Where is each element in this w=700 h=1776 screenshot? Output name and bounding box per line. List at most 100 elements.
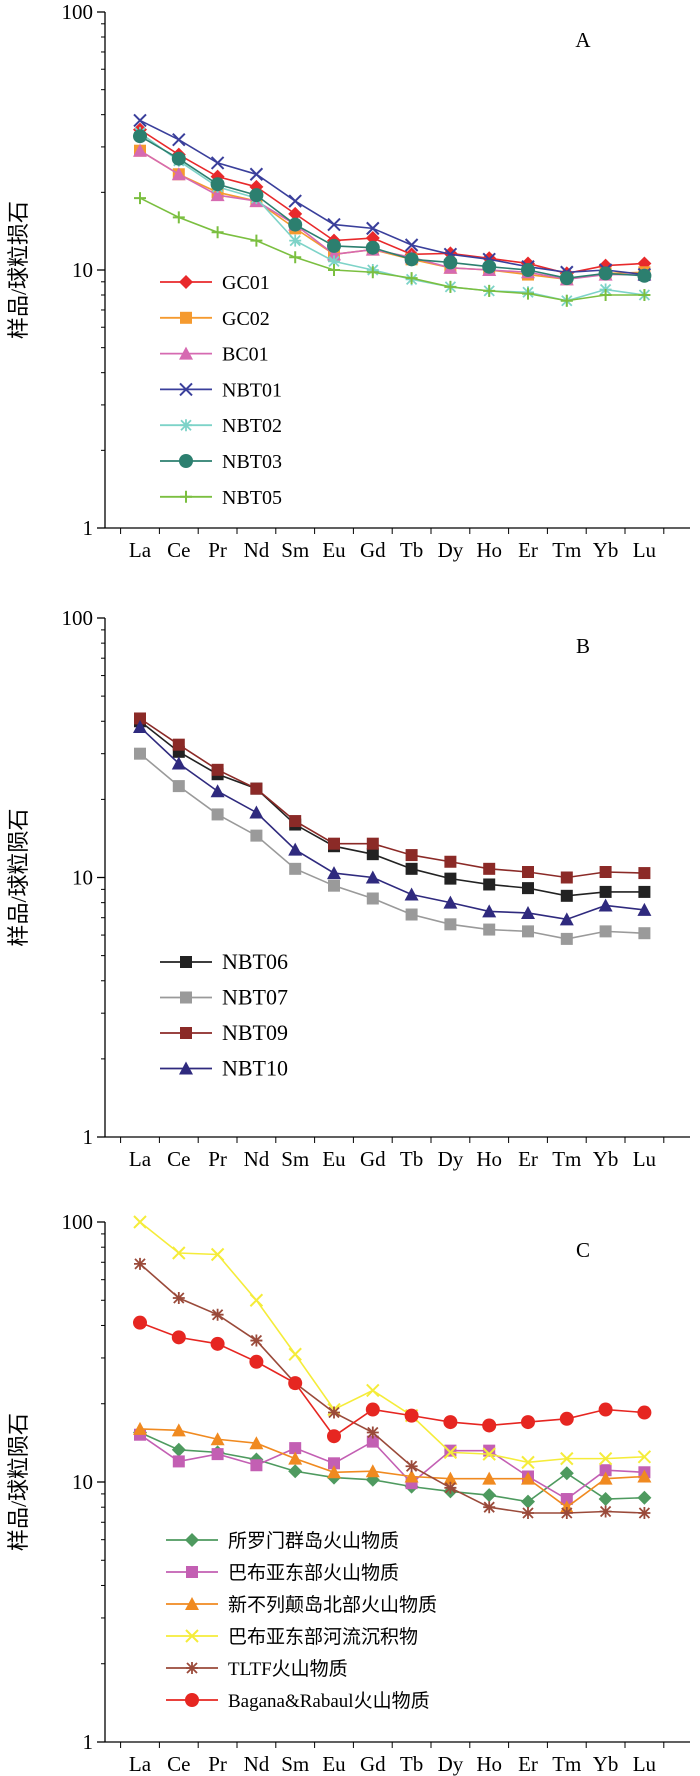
data-point bbox=[133, 143, 147, 157]
y-tick-label: 10 bbox=[72, 258, 93, 282]
data-point bbox=[289, 862, 302, 875]
data-point bbox=[443, 1471, 458, 1485]
data-point bbox=[211, 226, 224, 239]
data-point bbox=[638, 1506, 651, 1519]
data-point bbox=[598, 1492, 613, 1507]
x-tick-label: Tb bbox=[400, 1752, 423, 1776]
x-tick-label: Gd bbox=[360, 1752, 386, 1776]
data-point bbox=[560, 932, 573, 945]
data-point bbox=[560, 1451, 574, 1466]
x-tick-label: Ce bbox=[167, 1147, 190, 1171]
data-point bbox=[365, 240, 380, 255]
y-tick-label: 100 bbox=[62, 606, 94, 630]
data-point bbox=[404, 887, 419, 901]
data-point bbox=[404, 238, 419, 252]
data-point bbox=[366, 221, 380, 236]
legend-label: NBT01 bbox=[222, 379, 282, 401]
data-point bbox=[599, 289, 612, 302]
data-point bbox=[366, 1426, 379, 1439]
series-line bbox=[139, 726, 645, 921]
legend: NBT06 NBT07 NBT09 NBT10 bbox=[160, 949, 288, 1081]
data-point bbox=[133, 720, 147, 734]
data-point bbox=[249, 167, 264, 181]
data-point bbox=[522, 287, 534, 300]
legend-marker bbox=[180, 956, 192, 968]
data-point bbox=[444, 872, 457, 885]
data-point bbox=[482, 1471, 497, 1485]
legend-label: 巴布亚东部火山物质 bbox=[228, 1562, 399, 1584]
data-point bbox=[559, 1466, 574, 1481]
data-point bbox=[171, 1442, 186, 1457]
data-point bbox=[637, 1405, 652, 1420]
data-point bbox=[638, 885, 651, 898]
x-tick-label: Lu bbox=[633, 1147, 657, 1171]
data-point bbox=[328, 264, 340, 276]
data-point bbox=[598, 266, 613, 281]
data-point bbox=[328, 255, 340, 268]
data-point bbox=[483, 923, 496, 936]
legend-label: NBT09 bbox=[222, 1020, 288, 1045]
data-point bbox=[482, 1447, 496, 1461]
y-tick-label: 1 bbox=[83, 1730, 94, 1754]
data-point bbox=[134, 1257, 146, 1270]
series-line bbox=[139, 119, 645, 276]
data-point bbox=[483, 878, 496, 891]
panel-c: 1 10 100 La Ce Pr Nd Sm Eu Gd Tb Dy Ho Er Tm Yb Lu 样品/球粒陨… bbox=[6, 1210, 690, 1776]
legend-label: 巴布亚东部河流沉积物 bbox=[228, 1626, 418, 1648]
data-point bbox=[249, 805, 264, 819]
data-point bbox=[211, 763, 224, 776]
data-point bbox=[404, 252, 419, 267]
data-point bbox=[443, 1445, 458, 1460]
data-point bbox=[171, 167, 186, 181]
data-point bbox=[134, 192, 146, 205]
data-point bbox=[211, 1308, 224, 1321]
data-point bbox=[172, 211, 185, 224]
data-point bbox=[171, 1423, 186, 1437]
x-tick-label: La bbox=[129, 538, 152, 562]
data-point bbox=[288, 194, 302, 208]
data-point bbox=[133, 113, 147, 128]
x-tick-label: Tm bbox=[552, 538, 581, 562]
data-point bbox=[521, 1471, 535, 1485]
data-point bbox=[328, 1406, 340, 1419]
data-point bbox=[599, 925, 612, 938]
x-tick-label: Er bbox=[518, 1147, 538, 1171]
data-point bbox=[250, 1459, 263, 1472]
data-point bbox=[133, 129, 147, 144]
y-axis-label: 样品/球粒陨石 bbox=[6, 1413, 31, 1551]
data-point bbox=[405, 272, 418, 285]
series-1 bbox=[133, 122, 652, 281]
legend-marker bbox=[179, 382, 193, 397]
data-point bbox=[288, 1451, 303, 1465]
data-point bbox=[250, 234, 263, 247]
legend-marker bbox=[179, 454, 193, 468]
series-1 bbox=[134, 715, 651, 902]
series-line bbox=[139, 1263, 645, 1514]
data-point bbox=[443, 255, 458, 270]
y-axis-label: 样品/球粒陨石 bbox=[6, 808, 31, 946]
legend-label: 新不列颠岛北部火山物质 bbox=[228, 1594, 437, 1616]
x-tick-label: Dy bbox=[438, 1752, 464, 1776]
y-tick-label: 100 bbox=[62, 1210, 94, 1234]
data-point bbox=[366, 892, 379, 905]
series-2 bbox=[134, 144, 651, 286]
legend-label: NBT02 bbox=[222, 415, 282, 437]
data-point bbox=[249, 188, 264, 203]
series-6 bbox=[133, 1315, 652, 1444]
data-point bbox=[328, 837, 340, 850]
data-point bbox=[521, 905, 535, 919]
data-point bbox=[210, 188, 225, 202]
data-point bbox=[483, 862, 496, 875]
data-point bbox=[288, 217, 303, 232]
series-line bbox=[139, 150, 645, 281]
data-point bbox=[366, 266, 379, 279]
data-point bbox=[638, 927, 651, 940]
panel-a: 1 10 100 La Ce Pr Nd Sm Eu Gd Tb Dy Ho Er Tm Yb Lu 样品/球粒损… bbox=[6, 0, 690, 562]
legend-marker bbox=[185, 1597, 199, 1610]
data-point bbox=[249, 1436, 264, 1450]
data-point bbox=[599, 885, 612, 898]
data-point bbox=[327, 238, 341, 253]
legend-label: NBT05 bbox=[222, 487, 282, 509]
data-point bbox=[250, 829, 263, 842]
